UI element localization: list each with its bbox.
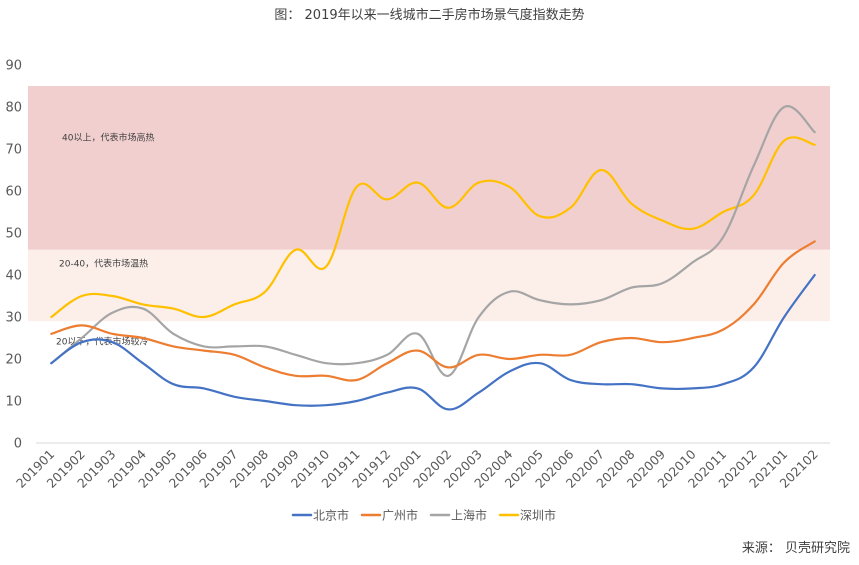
y-tick-label: 90: [5, 59, 22, 74]
legend-label-3: 深圳市: [520, 508, 556, 523]
y-tick-label: 0: [14, 437, 22, 452]
legend-label-1: 广州市: [382, 508, 418, 523]
series-line-3: [50, 136, 816, 319]
band-0: [28, 86, 830, 250]
legend-label-0: 北京市: [313, 508, 349, 523]
source-note: 来源： 贝壳研究院: [742, 541, 850, 556]
y-tick-label: 30: [5, 311, 22, 326]
series-line-2: [50, 105, 816, 377]
y-tick-label: 10: [5, 395, 22, 410]
y-tick-label: 20: [5, 353, 22, 368]
legend: 北京市 广州市 上海市 深圳市: [291, 508, 556, 523]
legend-label-2: 上海市: [451, 508, 487, 523]
x-axis: 2019012019022019032019042019052019062019…: [13, 446, 821, 490]
series-line-1: [50, 240, 816, 382]
y-tick-label: 50: [5, 227, 22, 242]
series-line-0: [50, 273, 816, 411]
y-axis: 0 10 20 30 40 50 60 70 80 90: [5, 59, 22, 452]
band-label-1: 20-40，代表市场温热: [59, 258, 148, 270]
y-tick-label: 80: [5, 101, 22, 116]
y-tick-label: 70: [5, 143, 22, 158]
y-tick-label: 40: [5, 269, 22, 284]
band-label-0: 40以上，代表市场高热: [62, 132, 154, 144]
chart-title: 图： 2019年以来一线城市二手房市场景气度指数走势: [274, 7, 584, 23]
series-layer: [50, 105, 816, 411]
band-1: [28, 249, 830, 322]
y-tick-label: 60: [5, 185, 22, 200]
